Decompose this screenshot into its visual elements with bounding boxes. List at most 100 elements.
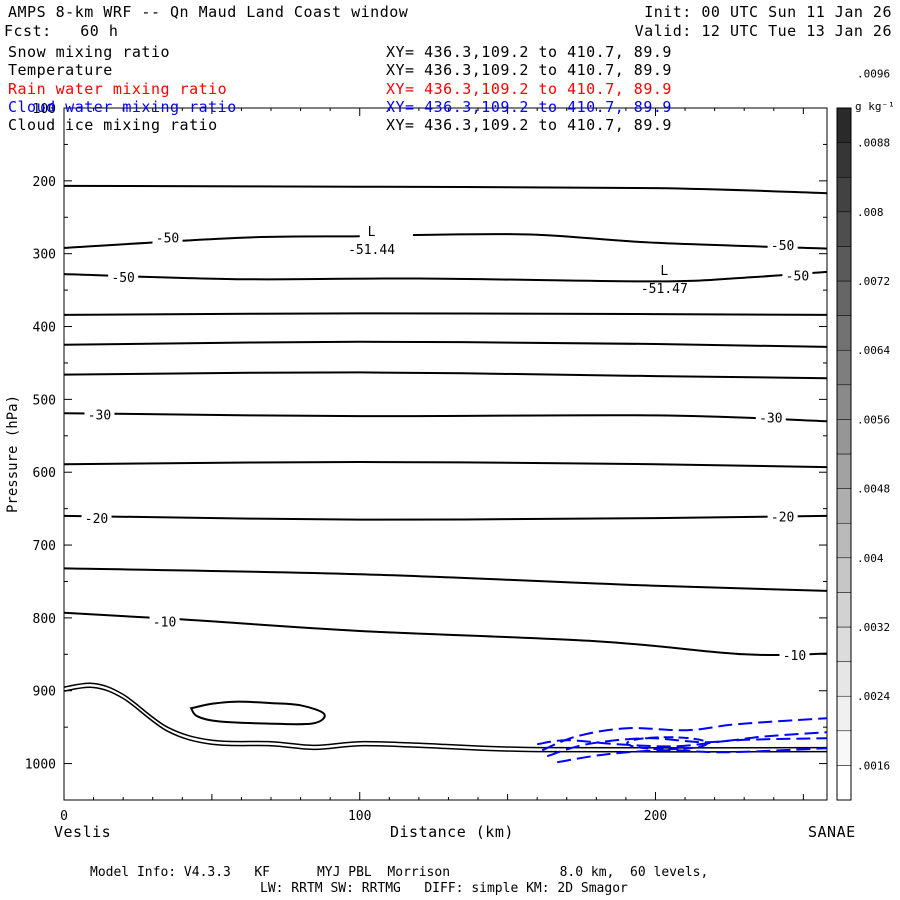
terrain-line — [64, 686, 827, 753]
colorbar-cell — [836, 384, 852, 420]
contour-label-bg — [767, 235, 798, 252]
colorbar-label: .0048 — [857, 483, 890, 496]
y-tick-label: 100 — [33, 102, 56, 117]
isotherm-line — [64, 340, 827, 348]
colorbar-cell — [836, 592, 852, 628]
field-xy: XY= 436.3,109.2 to 410.7, 89.9 — [386, 98, 672, 116]
low-symbol: L — [660, 264, 668, 279]
contour-label: -20 — [771, 511, 794, 526]
contour-label: -50 — [771, 239, 794, 254]
colorbar-cell — [836, 142, 852, 178]
colorbar-label: .004 — [857, 552, 884, 565]
y-tick-label: 400 — [33, 321, 56, 336]
colorbar-label: .0072 — [857, 275, 890, 288]
snow-contour — [189, 700, 326, 726]
colorbar-label: .0032 — [857, 621, 890, 634]
field-xy: XY= 436.3,109.2 to 410.7, 89.9 — [386, 116, 672, 134]
colorbar-cell — [836, 730, 852, 766]
isotherm-line — [64, 611, 827, 657]
colorbar-frame — [836, 107, 852, 801]
colorbar-cell — [836, 315, 852, 351]
y-tick-label: 200 — [33, 175, 56, 190]
colorbar-cell — [836, 419, 852, 455]
colorbar-cell — [836, 522, 852, 559]
physics-info: LW: RRTM SW: RRTMG DIFF: simple KM: 2D S… — [260, 881, 628, 896]
field-name: Rain water mixing ratio — [8, 80, 228, 98]
colorbar-cell — [836, 557, 852, 593]
colorbar-cell — [836, 246, 852, 282]
contour-label-bg — [84, 405, 115, 422]
isotherm-line — [64, 514, 827, 521]
colorbar-label: .0024 — [857, 690, 890, 703]
cloud-water-contour — [546, 731, 827, 758]
cloud-water-contour — [626, 736, 709, 751]
colorbar-label: .0064 — [857, 344, 890, 357]
valid-time: Valid: 12 UTC Tue 13 Jan 26 — [634, 22, 892, 40]
contour-gap — [359, 227, 413, 244]
terrain-line — [64, 682, 827, 749]
colorbar-label: .0056 — [857, 413, 890, 426]
isotherm-line — [64, 312, 827, 316]
low-symbol: L — [368, 225, 376, 240]
field-name: Cloud water mixing ratio — [8, 98, 237, 116]
isotherm-line — [64, 184, 827, 195]
contour-label: -50 — [156, 232, 179, 247]
isotherm-line — [64, 412, 827, 423]
model-info: Model Info: V4.3.3 KF MYJ PBL Morrison 8… — [90, 865, 709, 880]
colorbar-cell — [836, 349, 852, 386]
colorbar-unit: g kg⁻¹ — [855, 100, 895, 113]
x-tick-label: 100 — [348, 809, 371, 824]
isotherm-line — [64, 371, 827, 380]
colorbar-cell — [836, 626, 852, 662]
cloud-water-contour — [557, 747, 827, 764]
field-xy: XY= 436.3,109.2 to 410.7, 89.9 — [386, 61, 672, 79]
y-axis-label: Pressure (hPa) — [5, 395, 21, 513]
colorbar-label: .0016 — [857, 759, 890, 772]
contour-label-bg — [149, 612, 180, 629]
y-tick-label: 300 — [33, 248, 56, 263]
isotherm-line — [64, 270, 827, 283]
x-tick-label: 0 — [60, 809, 68, 824]
y-tick-label: 900 — [33, 685, 56, 700]
colorbar-cell — [836, 211, 852, 247]
contour-label: -20 — [85, 512, 108, 527]
contour-label: -50 — [111, 271, 134, 286]
contour-label-bg — [152, 228, 183, 245]
chart-title: AMPS 8-km WRF -- Qn Maud Land Coast wind… — [8, 3, 409, 21]
colorbar-cell — [836, 280, 852, 316]
contour-label-bg — [767, 507, 798, 524]
field-name: Temperature — [8, 61, 113, 79]
x-start-label: Veslis — [54, 823, 112, 841]
field-name: Snow mixing ratio — [8, 43, 171, 61]
colorbar-cell — [836, 488, 852, 524]
field-xy: XY= 436.3,109.2 to 410.7, 89.9 — [386, 43, 672, 61]
x-tick-label: 200 — [644, 809, 667, 824]
contour-label-bg — [81, 509, 112, 526]
y-tick-label: 500 — [33, 393, 56, 408]
low-value: -51.47 — [641, 282, 688, 297]
contour-label: -30 — [88, 409, 111, 424]
colorbar-label: .0088 — [857, 137, 890, 150]
contour-label-bg — [782, 266, 813, 283]
y-tick-label: 800 — [33, 612, 56, 627]
field-name: Cloud ice mixing ratio — [8, 116, 218, 134]
colorbar-label: .0096 — [857, 67, 890, 80]
x-axis-label: Distance (km) — [390, 823, 514, 841]
contour-label-bg — [755, 408, 786, 425]
colorbar-cell — [836, 765, 852, 801]
y-tick-label: 1000 — [25, 758, 56, 773]
colorbar-cell — [836, 661, 852, 697]
contour-label: -50 — [786, 270, 809, 285]
contour-label: -10 — [153, 616, 176, 631]
contour-label: -10 — [783, 649, 806, 664]
contour-label-bg — [779, 646, 810, 663]
colorbar-label: .008 — [857, 206, 884, 219]
colorbar-cell — [836, 176, 852, 213]
isotherm-line — [64, 233, 827, 250]
cloud-water-contour — [537, 737, 827, 748]
contour-label-bg — [108, 267, 139, 284]
y-tick-label: 700 — [33, 539, 56, 554]
init-time: Init: 00 UTC Sun 11 Jan 26 — [644, 3, 892, 21]
cloud-water-contour — [541, 717, 827, 752]
